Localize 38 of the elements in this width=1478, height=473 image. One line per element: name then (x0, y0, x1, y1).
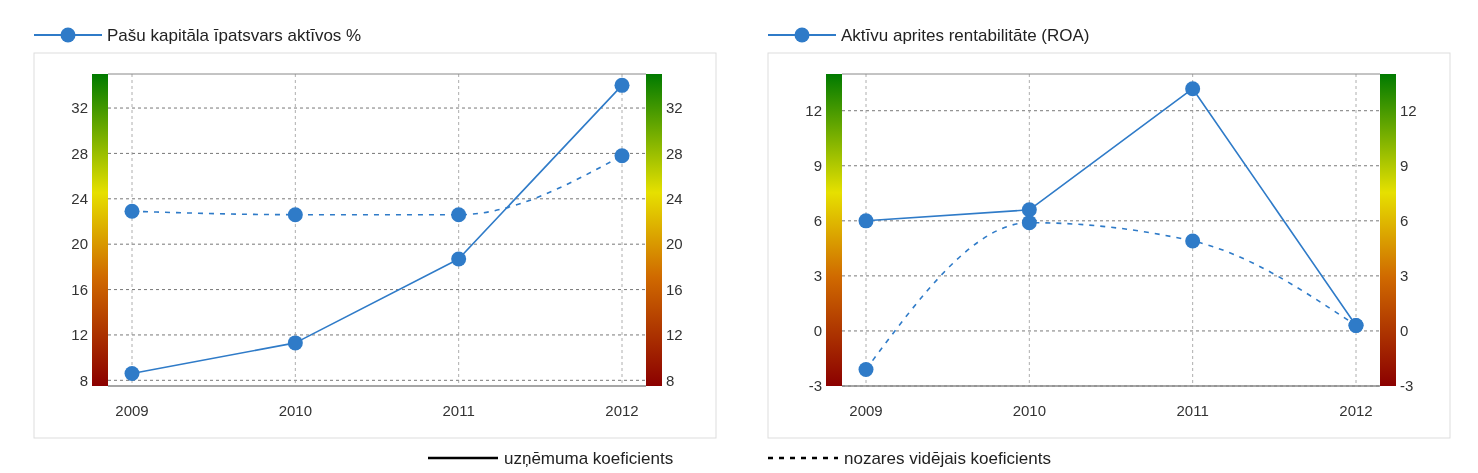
x-tick-label: 2010 (1012, 402, 1047, 419)
y2-tick-label: 28 (666, 144, 683, 162)
legend-label: Aktīvu aprites rentabilitāte (ROA) (841, 25, 1090, 45)
y2-tick-label: 12 (1400, 101, 1417, 119)
text: nozares vidējais koeficients (844, 448, 1051, 468)
y-tick-label: 32 (71, 99, 88, 117)
y-tick-label: 6 (813, 212, 822, 230)
y-tick-label: -3 (808, 377, 822, 395)
y-tick-label: 9 (813, 157, 822, 175)
y2-tick-label: 20 (666, 235, 683, 253)
y2-tick-label: 0 (1400, 322, 1409, 340)
y-tick-label: 12 (71, 326, 88, 344)
y-tick-label: 3 (813, 267, 822, 285)
x-tick-label: 2010 (278, 402, 313, 419)
y-tick-label: 0 (813, 322, 822, 340)
y2-tick-label: 3 (1400, 267, 1409, 285)
y2-tick-label: 12 (666, 326, 683, 344)
y2-tick-label: -3 (1400, 377, 1414, 395)
x-tick-label: 2009 (115, 402, 149, 419)
text: uzņēmuma koeficients (504, 448, 674, 468)
y2-tick-label: 9 (1400, 157, 1409, 175)
x-tick-label: 2009 (849, 402, 883, 419)
y-tick-label: 20 (71, 235, 88, 253)
x-tick-label: 2012 (605, 402, 639, 419)
y2-tick-label: 8 (666, 371, 675, 389)
x-tick-label: 2011 (1176, 402, 1209, 419)
y-tick-label: 24 (71, 190, 88, 208)
y2-tick-label: 16 (666, 280, 683, 298)
x-tick-label: 2012 (1339, 402, 1373, 419)
y2-tick-label: 24 (666, 190, 683, 208)
legend-label: Pašu kapitāla īpatsvars aktīvos % (107, 25, 362, 45)
x-tick-label: 2011 (442, 402, 475, 419)
y-tick-label: 28 (71, 144, 88, 162)
y2-tick-label: 32 (666, 99, 683, 117)
y-tick-label: 12 (805, 101, 822, 119)
y-tick-label: 8 (79, 371, 88, 389)
y2-tick-label: 6 (1400, 212, 1409, 230)
y-tick-label: 16 (71, 280, 88, 298)
